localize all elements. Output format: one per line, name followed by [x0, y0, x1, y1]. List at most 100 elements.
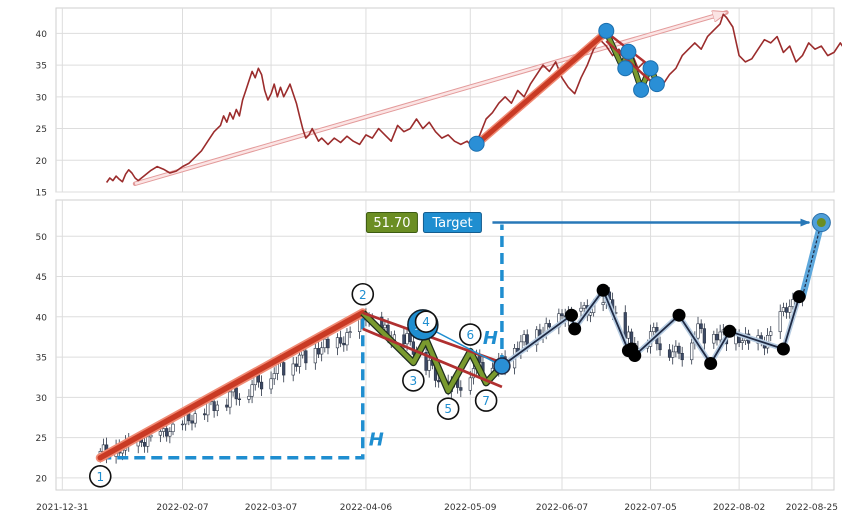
pivot-label: 3	[410, 374, 418, 388]
candle-body	[203, 413, 207, 416]
top-ytick-label: 30	[36, 93, 48, 103]
candle-body	[101, 444, 106, 452]
candle-body	[171, 423, 175, 432]
swing-point	[565, 308, 579, 322]
candle-body	[320, 347, 324, 355]
candle-body	[788, 306, 792, 313]
candle-body	[525, 334, 529, 346]
candle-body	[228, 391, 232, 408]
target-value-badge	[365, 212, 418, 234]
pivot-label-circle	[351, 282, 375, 306]
candle-body	[690, 342, 694, 361]
candle-body	[402, 334, 406, 345]
candle-body	[437, 380, 441, 383]
xtick-label: 2022-05-09	[444, 503, 497, 513]
candle-body	[215, 404, 219, 411]
candle-body	[626, 331, 631, 339]
top-ytick-label: 35	[36, 62, 47, 72]
candle-body	[588, 312, 593, 316]
bottom-ytick-label: 35	[36, 354, 47, 364]
candle-body	[316, 348, 321, 355]
swing-point	[776, 342, 790, 356]
zigzag-line	[361, 311, 504, 394]
top-marker	[617, 60, 634, 77]
top-marker	[468, 135, 485, 152]
height-label-1: H	[369, 430, 384, 451]
candle-body	[522, 334, 526, 343]
swing-point	[628, 348, 642, 362]
bottom-ytick-label: 25	[36, 434, 47, 444]
bottom-ytick-label: 40	[36, 313, 48, 323]
bottom-ytick-label: 30	[36, 394, 48, 404]
candle-body	[769, 331, 773, 336]
candle-body	[740, 340, 744, 343]
candle-body	[342, 342, 346, 346]
candle-body	[304, 350, 308, 364]
candle-body	[259, 381, 264, 390]
candle-body	[187, 413, 191, 422]
candle-body	[193, 413, 197, 424]
top-rally-line	[474, 29, 609, 147]
top-ytick-label: 25	[36, 125, 47, 135]
pivot-label-circle	[402, 369, 425, 392]
candle-body	[348, 331, 352, 333]
bottom-ytick-label: 45	[36, 273, 47, 283]
candle-body	[272, 373, 276, 380]
swing-point	[704, 357, 718, 371]
candle-body	[149, 434, 153, 438]
bottom-ytick-label: 20	[36, 474, 48, 484]
pivot-label-circle	[459, 323, 482, 346]
swing-point	[596, 283, 610, 297]
pivot-label: 2	[359, 288, 367, 302]
pivot-label: 5	[444, 402, 452, 416]
candle-body	[658, 343, 662, 351]
candle-body	[146, 436, 150, 447]
target-marker-core	[816, 218, 826, 228]
candle-body	[323, 338, 327, 349]
candle-body	[142, 442, 147, 447]
candle-body	[405, 333, 409, 345]
candle-body	[468, 377, 472, 391]
height-measure-1	[100, 312, 365, 460]
candle-body	[560, 313, 564, 317]
xtick-label: 2022-08-02	[713, 503, 765, 513]
candle-body	[225, 404, 229, 408]
swing-point	[723, 324, 737, 338]
buy-point	[493, 357, 511, 375]
top-marker	[642, 60, 659, 77]
top-marker	[633, 81, 650, 98]
xtick-label: 2022-06-07	[536, 503, 588, 513]
rally-line	[97, 310, 366, 461]
candle-body	[165, 428, 169, 437]
candle-body	[718, 331, 722, 341]
top-marker	[648, 76, 665, 93]
candle-body	[459, 387, 463, 391]
candle-body	[326, 338, 330, 349]
candle-body	[282, 362, 286, 376]
height-label-2: H	[483, 328, 498, 349]
candle-body	[715, 334, 719, 341]
candle-body	[161, 428, 166, 432]
pivot-label: 4	[422, 315, 430, 329]
candle-body	[158, 431, 162, 436]
target-value-text: 51.70	[373, 216, 410, 231]
candle-body	[712, 334, 716, 344]
pivot-label: 7	[482, 394, 490, 408]
swing-point	[568, 322, 582, 336]
pivot-label-circle	[88, 465, 112, 488]
candle-body	[778, 311, 782, 333]
bottom-ytick-label: 50	[36, 233, 48, 243]
candle-body	[702, 328, 706, 344]
top-price-line	[105, 13, 842, 183]
xtick-label: 2021-12-31	[36, 503, 88, 513]
xtick-label: 2022-02-07	[156, 503, 208, 513]
candle-body	[297, 354, 302, 367]
top-ytick-label: 20	[36, 157, 48, 167]
xtick-label: 2022-04-06	[340, 503, 393, 513]
candle-body	[579, 307, 583, 312]
top-marker	[598, 22, 615, 39]
top-plot-area	[55, 7, 835, 193]
top-marker	[620, 43, 637, 60]
